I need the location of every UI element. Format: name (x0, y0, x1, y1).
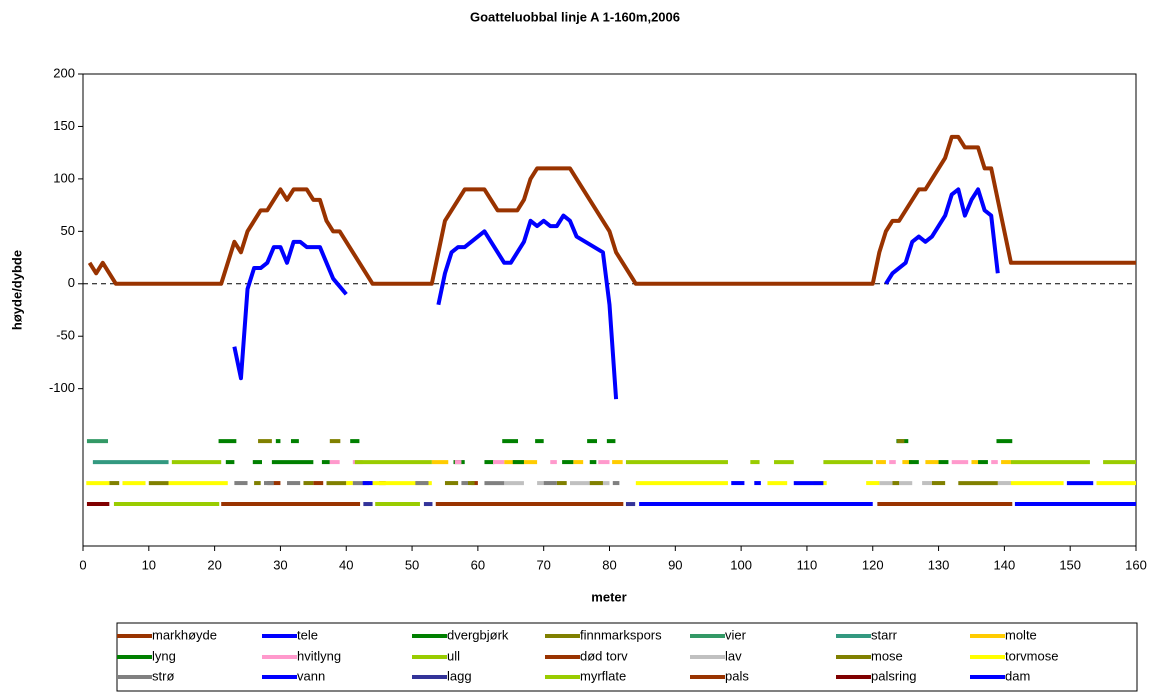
y-tick-label: 50 (61, 223, 75, 238)
chart-title: Goatteluobbal linje A 1-160m,2006 (470, 9, 680, 24)
x-tick-label: 90 (668, 557, 682, 572)
y-tick-label: -50 (56, 328, 75, 343)
legend-label: tele (297, 627, 318, 642)
y-axis-label: høyde/dybde (9, 250, 24, 330)
legend-label: lav (725, 648, 742, 663)
legend-label: myrflate (580, 668, 626, 683)
legend-label: torvmose (1005, 648, 1058, 663)
legend-label: død torv (580, 648, 628, 663)
x-tick-label: 20 (207, 557, 221, 572)
x-tick-label: 150 (1059, 557, 1081, 572)
legend-label: finnmarkspors (580, 627, 662, 642)
x-tick-label: 60 (471, 557, 485, 572)
y-tick-label: 0 (68, 275, 75, 290)
x-tick-label: 100 (730, 557, 752, 572)
legend-label: strø (152, 668, 174, 683)
legend-label: starr (871, 627, 898, 642)
x-tick-label: 130 (928, 557, 950, 572)
legend-label: markhøyde (152, 627, 217, 642)
data-line (87, 134, 1136, 286)
x-tick-label: 140 (994, 557, 1016, 572)
legend-label: hvitlyng (297, 648, 341, 663)
x-tick-label: 0 (79, 557, 86, 572)
x-tick-label: 40 (339, 557, 353, 572)
legend-label: palsring (871, 668, 917, 683)
y-tick-label: 200 (53, 65, 75, 80)
legend-label: pals (725, 668, 749, 683)
legend-label: dvergbjørk (447, 627, 509, 642)
legend-label: vier (725, 627, 747, 642)
x-axis-label: meter (591, 589, 626, 604)
x-tick-label: 70 (536, 557, 550, 572)
data-line (232, 187, 1000, 400)
legend-label: molte (1005, 627, 1037, 642)
y-tick-label: 150 (53, 118, 75, 133)
legend-label: lyng (152, 648, 176, 663)
legend-label: vann (297, 668, 325, 683)
legend-label: dam (1005, 668, 1030, 683)
legend-label: mose (871, 648, 903, 663)
x-tick-label: 10 (142, 557, 156, 572)
y-tick-label: 100 (53, 170, 75, 185)
y-tick-label: -100 (49, 380, 75, 395)
x-tick-label: 50 (405, 557, 419, 572)
x-tick-label: 80 (602, 557, 616, 572)
x-tick-label: 30 (273, 557, 287, 572)
x-tick-label: 160 (1125, 557, 1147, 572)
legend-label: lagg (447, 668, 472, 683)
x-tick-label: 120 (862, 557, 884, 572)
legend-label: ull (447, 648, 460, 663)
x-tick-label: 110 (797, 557, 818, 572)
